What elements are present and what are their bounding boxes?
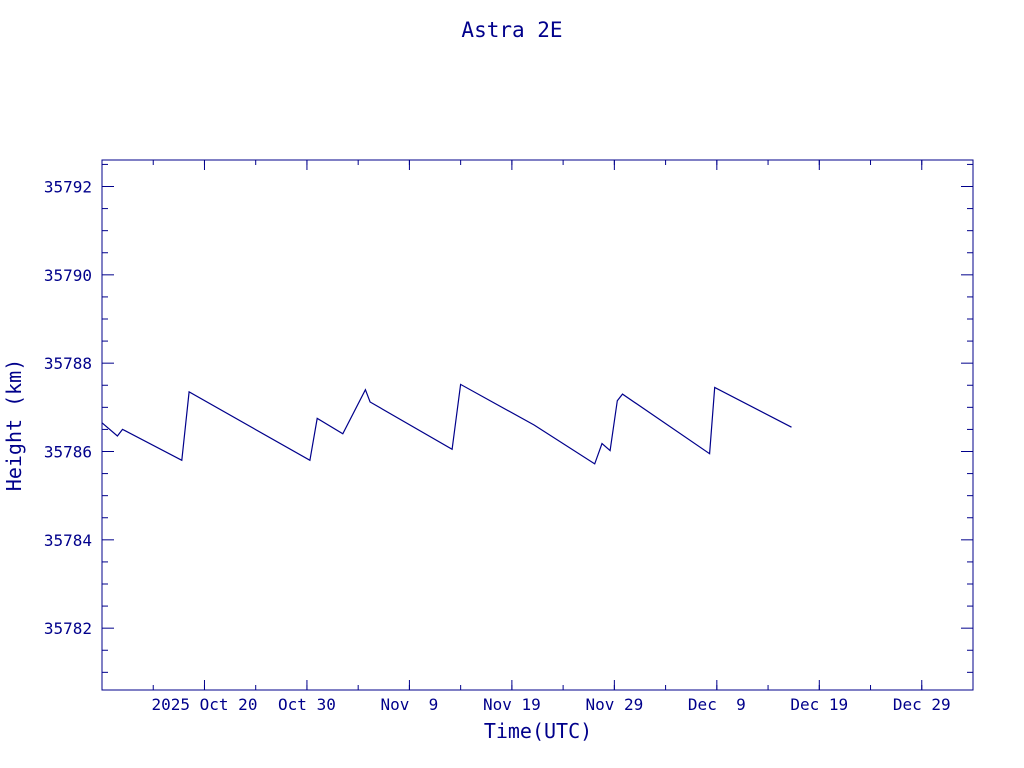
- y-tick-labels: 35782 35784 35786 35788 35790 35792: [44, 178, 92, 639]
- x-tick-label: Nov 29: [585, 695, 643, 714]
- x-tick-labels: 2025 Oct 20 Oct 30 Nov 9 Nov 19 Nov 29 Dec 9 D…: [151, 695, 950, 714]
- x-tick-label: Oct 30: [278, 695, 336, 714]
- x-tick-label: 2025 Oct 20: [151, 695, 257, 714]
- x-axis-label: Time(UTC): [484, 719, 592, 743]
- x-ticks: [101, 160, 974, 690]
- y-tick-label: 35792: [44, 178, 92, 197]
- y-tick-label: 35786: [44, 443, 92, 462]
- series-layer: [101, 383, 792, 465]
- y-tick-label: 35790: [44, 266, 92, 285]
- x-tick-label: Nov 19: [483, 695, 541, 714]
- y-tick-label: 35788: [44, 354, 92, 373]
- y-tick-label: 35782: [44, 619, 92, 638]
- x-tick-label: Nov 9: [381, 695, 439, 714]
- y-ticks: [102, 163, 973, 673]
- y-axis-label: Height (km): [2, 359, 26, 491]
- x-tick-label: Dec 19: [790, 695, 848, 714]
- x-tick-label: Dec 9: [688, 695, 746, 714]
- plot-frame: [101, 159, 974, 691]
- series-line: [101, 383, 792, 465]
- x-tick-label: Dec 29: [893, 695, 951, 714]
- y-tick-label: 35784: [44, 531, 92, 550]
- chart-title: Astra 2E: [461, 18, 562, 42]
